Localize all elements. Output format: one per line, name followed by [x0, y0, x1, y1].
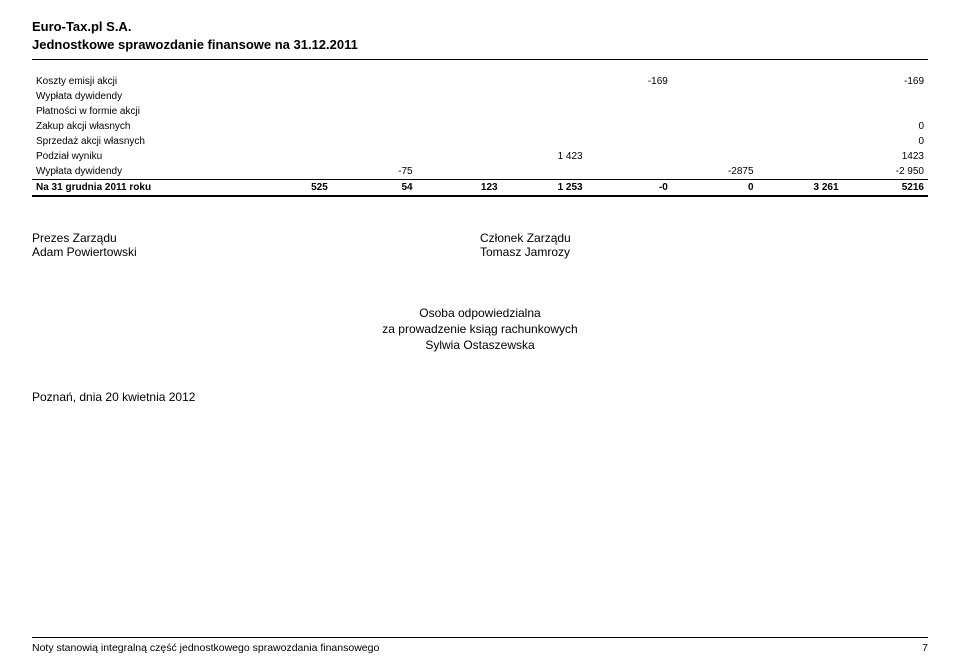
responsible-line3: Sylwia Ostaszewska — [32, 337, 928, 353]
sig-left-name: Adam Powiertowski — [32, 245, 480, 259]
row-value — [672, 74, 758, 89]
row-value — [672, 119, 758, 134]
row-value — [587, 149, 672, 164]
row-value: 0 — [843, 119, 928, 134]
row-value — [758, 149, 843, 164]
row-value: -169 — [843, 74, 928, 89]
row-value — [332, 119, 417, 134]
row-value — [417, 134, 502, 149]
row-label: Zakup akcji własnych — [32, 119, 247, 134]
row-value — [247, 89, 332, 104]
row-value — [502, 74, 587, 89]
total-value: 54 — [332, 180, 417, 197]
footer-page-number: 7 — [922, 642, 928, 654]
row-value — [247, 149, 332, 164]
row-label: Płatności w formie akcji — [32, 104, 247, 119]
header-rule — [32, 59, 928, 60]
row-value — [587, 119, 672, 134]
row-value — [332, 104, 417, 119]
row-value — [417, 104, 502, 119]
report-title: Jednostkowe sprawozdanie finansowe na 31… — [32, 36, 928, 54]
footer-row: Noty stanowią integralną część jednostko… — [32, 642, 928, 654]
total-label: Na 31 grudnia 2011 roku — [32, 180, 247, 197]
row-value — [247, 119, 332, 134]
row-value — [417, 164, 502, 180]
row-value — [587, 104, 672, 119]
total-value: 1 253 — [502, 180, 587, 197]
row-value — [332, 134, 417, 149]
row-value — [672, 149, 758, 164]
row-value — [758, 134, 843, 149]
row-value — [502, 164, 587, 180]
row-value — [587, 134, 672, 149]
row-value — [417, 89, 502, 104]
row-value — [417, 149, 502, 164]
row-value: -75 — [332, 164, 417, 180]
row-value — [672, 134, 758, 149]
row-value — [247, 134, 332, 149]
signature-left: Prezes Zarządu Adam Powiertowski — [32, 231, 480, 259]
total-value: 525 — [247, 180, 332, 197]
total-value: 3 261 — [758, 180, 843, 197]
row-value — [247, 74, 332, 89]
row-value — [843, 89, 928, 104]
row-value — [587, 89, 672, 104]
responsible-block: Osoba odpowiedzialna za prowadzenie ksią… — [32, 305, 928, 354]
row-value — [417, 74, 502, 89]
sig-left-title: Prezes Zarządu — [32, 231, 480, 245]
row-label: Podział wyniku — [32, 149, 247, 164]
total-value: 5216 — [843, 180, 928, 197]
row-value — [502, 104, 587, 119]
row-value — [843, 104, 928, 119]
row-value — [672, 104, 758, 119]
total-value: -0 — [587, 180, 672, 197]
row-value: 1423 — [843, 149, 928, 164]
row-label: Wypłata dywidendy — [32, 89, 247, 104]
signature-block: Prezes Zarządu Adam Powiertowski Członek… — [32, 231, 928, 259]
row-value — [672, 89, 758, 104]
row-value — [247, 104, 332, 119]
row-value — [502, 89, 587, 104]
row-label: Wypłata dywidendy — [32, 164, 247, 180]
row-value — [758, 89, 843, 104]
row-value — [758, 119, 843, 134]
row-value — [502, 119, 587, 134]
row-value — [332, 89, 417, 104]
row-value — [332, 149, 417, 164]
row-value — [502, 134, 587, 149]
row-value — [758, 164, 843, 180]
financial-table: Koszty emisji akcji -169 -169 Wypłata dywid… — [32, 74, 928, 197]
footer-rule — [32, 637, 928, 638]
footer-left: Noty stanowią integralną część jednostko… — [32, 642, 379, 654]
row-label: Koszty emisji akcji — [32, 74, 247, 89]
row-value: -2 950 — [843, 164, 928, 180]
responsible-line1: Osoba odpowiedzialna — [32, 305, 928, 321]
sig-right-name: Tomasz Jamrozy — [480, 245, 928, 259]
row-value — [417, 119, 502, 134]
row-value: 0 — [843, 134, 928, 149]
row-value: -169 — [587, 74, 672, 89]
total-value: 0 — [672, 180, 758, 197]
row-value — [758, 104, 843, 119]
row-value — [758, 74, 843, 89]
responsible-line2: za prowadzenie ksiąg rachunkowych — [32, 321, 928, 337]
signature-right: Członek Zarządu Tomasz Jamrozy — [480, 231, 928, 259]
row-value: 1 423 — [502, 149, 587, 164]
row-value — [247, 164, 332, 180]
date-line: Poznań, dnia 20 kwietnia 2012 — [32, 390, 928, 404]
row-value: -2875 — [672, 164, 758, 180]
row-value — [587, 164, 672, 180]
row-label: Sprzedaż akcji własnych — [32, 134, 247, 149]
row-value — [332, 74, 417, 89]
company-name: Euro-Tax.pl S.A. — [32, 18, 928, 36]
total-value: 123 — [417, 180, 502, 197]
sig-right-title: Członek Zarządu — [480, 231, 928, 245]
